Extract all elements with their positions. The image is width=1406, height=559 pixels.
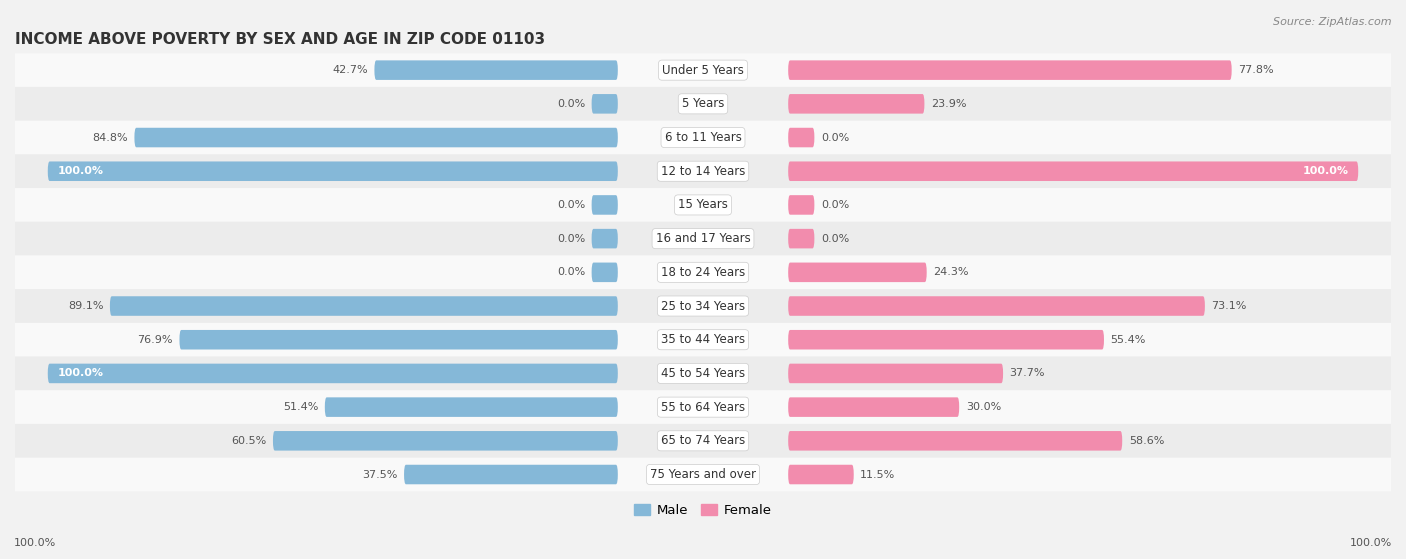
Text: 18 to 24 Years: 18 to 24 Years [661,266,745,279]
Text: 6 to 11 Years: 6 to 11 Years [665,131,741,144]
Text: 0.0%: 0.0% [557,99,585,109]
FancyBboxPatch shape [789,128,814,148]
Text: 0.0%: 0.0% [557,267,585,277]
Text: 37.5%: 37.5% [363,470,398,480]
Text: 65 to 74 Years: 65 to 74 Years [661,434,745,447]
Text: 24.3%: 24.3% [934,267,969,277]
Text: 45 to 54 Years: 45 to 54 Years [661,367,745,380]
Text: 23.9%: 23.9% [931,99,966,109]
Text: 73.1%: 73.1% [1212,301,1247,311]
Text: 15 Years: 15 Years [678,198,728,211]
Text: Under 5 Years: Under 5 Years [662,64,744,77]
Text: 42.7%: 42.7% [332,65,368,75]
Text: 100.0%: 100.0% [14,538,56,548]
FancyBboxPatch shape [374,60,617,80]
Text: 30.0%: 30.0% [966,402,1001,412]
FancyBboxPatch shape [325,397,617,417]
FancyBboxPatch shape [15,458,1391,491]
Text: 60.5%: 60.5% [231,436,266,446]
FancyBboxPatch shape [273,431,617,451]
Text: 0.0%: 0.0% [821,234,849,244]
FancyBboxPatch shape [48,364,617,383]
Text: 37.7%: 37.7% [1010,368,1045,378]
Text: 89.1%: 89.1% [67,301,104,311]
Text: 51.4%: 51.4% [283,402,318,412]
Text: 0.0%: 0.0% [557,234,585,244]
Text: 11.5%: 11.5% [860,470,896,480]
Text: 5 Years: 5 Years [682,97,724,110]
FancyBboxPatch shape [15,188,1391,222]
Text: 12 to 14 Years: 12 to 14 Years [661,165,745,178]
Text: 55 to 64 Years: 55 to 64 Years [661,401,745,414]
FancyBboxPatch shape [15,289,1391,323]
FancyBboxPatch shape [789,162,1358,181]
Text: Source: ZipAtlas.com: Source: ZipAtlas.com [1274,17,1392,27]
FancyBboxPatch shape [789,60,1232,80]
FancyBboxPatch shape [15,53,1391,87]
FancyBboxPatch shape [789,330,1104,349]
Text: 25 to 34 Years: 25 to 34 Years [661,300,745,312]
FancyBboxPatch shape [15,121,1391,154]
FancyBboxPatch shape [48,162,617,181]
Text: 55.4%: 55.4% [1111,335,1146,345]
FancyBboxPatch shape [110,296,617,316]
FancyBboxPatch shape [592,195,617,215]
FancyBboxPatch shape [789,397,959,417]
Text: 75 Years and over: 75 Years and over [650,468,756,481]
FancyBboxPatch shape [789,263,927,282]
FancyBboxPatch shape [15,154,1391,188]
Text: 0.0%: 0.0% [557,200,585,210]
Text: 35 to 44 Years: 35 to 44 Years [661,333,745,346]
Text: 0.0%: 0.0% [821,132,849,143]
FancyBboxPatch shape [404,465,617,484]
FancyBboxPatch shape [789,364,1002,383]
FancyBboxPatch shape [15,390,1391,424]
Text: 100.0%: 100.0% [1302,166,1348,176]
FancyBboxPatch shape [789,465,853,484]
Text: 76.9%: 76.9% [138,335,173,345]
FancyBboxPatch shape [789,94,924,113]
FancyBboxPatch shape [592,94,617,113]
FancyBboxPatch shape [135,128,617,148]
FancyBboxPatch shape [15,357,1391,390]
Text: 100.0%: 100.0% [58,368,104,378]
FancyBboxPatch shape [15,255,1391,289]
FancyBboxPatch shape [789,296,1205,316]
Text: 100.0%: 100.0% [58,166,104,176]
Text: 0.0%: 0.0% [821,200,849,210]
FancyBboxPatch shape [15,222,1391,255]
Text: INCOME ABOVE POVERTY BY SEX AND AGE IN ZIP CODE 01103: INCOME ABOVE POVERTY BY SEX AND AGE IN Z… [15,31,546,46]
Text: 84.8%: 84.8% [93,132,128,143]
Text: 16 and 17 Years: 16 and 17 Years [655,232,751,245]
FancyBboxPatch shape [789,431,1122,451]
FancyBboxPatch shape [592,263,617,282]
Legend: Male, Female: Male, Female [628,499,778,523]
FancyBboxPatch shape [789,195,814,215]
FancyBboxPatch shape [15,87,1391,121]
Text: 100.0%: 100.0% [1350,538,1392,548]
FancyBboxPatch shape [15,323,1391,357]
Text: 77.8%: 77.8% [1239,65,1274,75]
FancyBboxPatch shape [592,229,617,248]
FancyBboxPatch shape [180,330,617,349]
FancyBboxPatch shape [15,424,1391,458]
Text: 58.6%: 58.6% [1129,436,1164,446]
FancyBboxPatch shape [789,229,814,248]
